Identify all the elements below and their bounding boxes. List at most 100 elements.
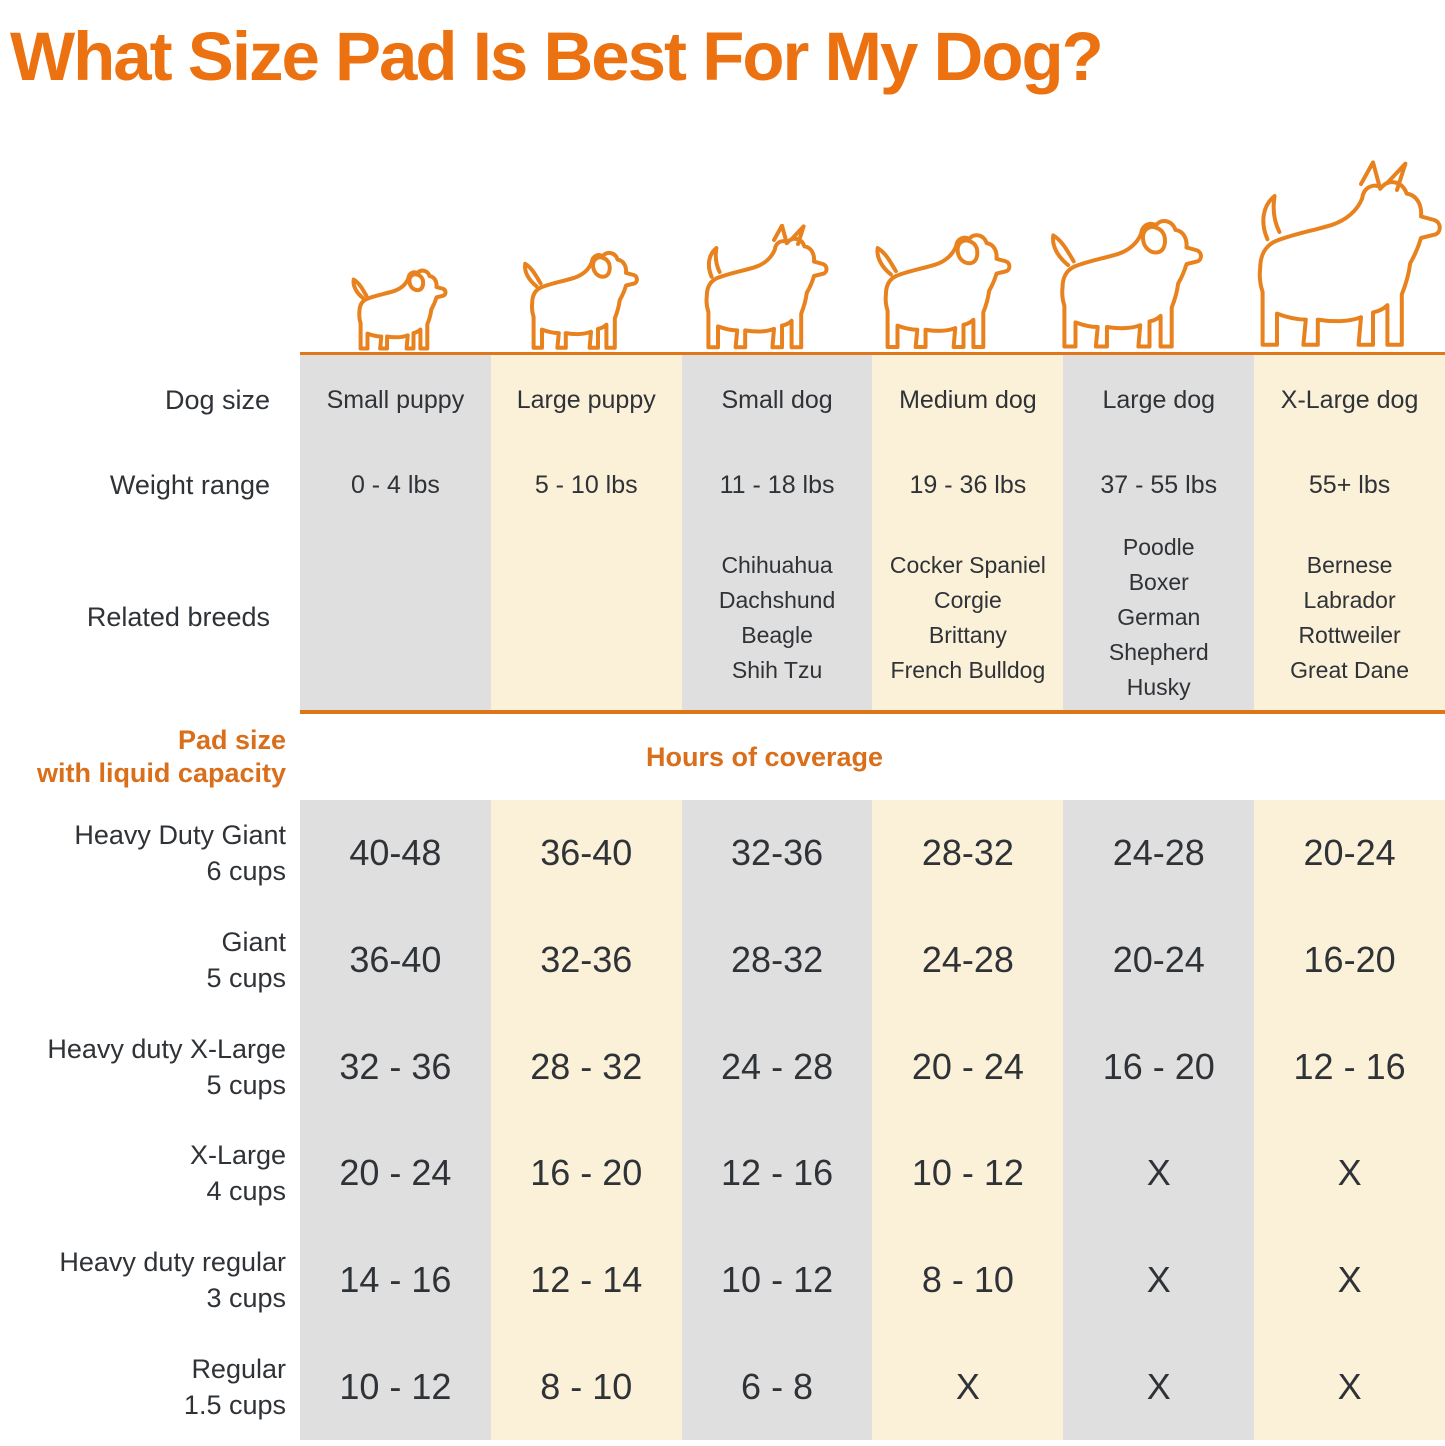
dog-cell-large-dog bbox=[1020, 112, 1205, 355]
pad-capacity: 1.5 cups bbox=[183, 1389, 286, 1420]
hours-of-coverage-table: Heavy Duty Giant 6 cups 40-48 36-40 32-3… bbox=[0, 800, 1445, 1440]
dog-illustrations-row bbox=[0, 112, 1445, 355]
page-title: What Size Pad Is Best For My Dog? bbox=[10, 17, 1104, 95]
small-dog-chihuahua-icon bbox=[670, 224, 830, 352]
hours-cell: 28 - 32 bbox=[490, 1013, 682, 1120]
hours-cell: 24 - 28 bbox=[681, 1013, 873, 1120]
hours-cell: X bbox=[1254, 1226, 1445, 1334]
column-header-cell: Medium dog bbox=[872, 355, 1064, 445]
breeds-cell: Cocker Spaniel Corgie Brittany French Bu… bbox=[872, 525, 1064, 710]
pad-capacity: 6 cups bbox=[206, 856, 286, 887]
pad-row-label: Regular 1.5 cups bbox=[0, 1333, 300, 1440]
pad-name: Giant bbox=[221, 926, 286, 957]
breed-name: Shih Tzu bbox=[731, 656, 823, 683]
weight-cell: 19 - 36 lbs bbox=[872, 445, 1064, 525]
hours-cell: 32-36 bbox=[490, 906, 682, 1014]
hours-cell: 32 - 36 bbox=[300, 1013, 491, 1120]
large-puppy-dog-icon bbox=[500, 240, 640, 352]
pad-name: X-Large bbox=[189, 1140, 286, 1171]
weight-cell: 5 - 10 lbs bbox=[490, 445, 682, 525]
pad-name: Regular bbox=[191, 1353, 286, 1384]
pad-size-header-line1: Pad size bbox=[177, 725, 286, 755]
pad-name: Heavy duty X-Large bbox=[47, 1033, 286, 1064]
pad-capacity: 4 cups bbox=[206, 1176, 286, 1207]
large-dog-labrador-icon bbox=[1020, 204, 1205, 352]
breeds-cell bbox=[490, 525, 682, 710]
breeds-cell: Poodle Boxer German Shepherd Husky bbox=[1063, 525, 1255, 710]
breed-name: Beagle bbox=[741, 621, 813, 648]
breeds-cell: Chihuahua Dachshund Beagle Shih Tzu bbox=[681, 525, 873, 710]
breeds-cell bbox=[300, 525, 491, 710]
hours-cell: 36-40 bbox=[490, 800, 682, 907]
pad-row-label: Giant 5 cups bbox=[0, 906, 300, 1014]
hours-cell: 12 - 16 bbox=[681, 1119, 873, 1227]
hours-cell: 8 - 10 bbox=[490, 1333, 682, 1440]
pad-row-label: Heavy duty X-Large 5 cups bbox=[0, 1013, 300, 1120]
hours-cell: 28-32 bbox=[872, 800, 1064, 907]
dog-cell-medium-dog bbox=[840, 112, 1020, 355]
pad-row-label: Heavy Duty Giant 6 cups bbox=[0, 800, 300, 907]
hours-cell: 8 - 10 bbox=[872, 1226, 1064, 1334]
hours-cell: X bbox=[1254, 1333, 1445, 1440]
related-breeds-row-label: Related breeds bbox=[0, 525, 300, 710]
dog-row-spacer bbox=[0, 112, 300, 355]
medium-dog-spaniel-icon bbox=[848, 220, 1013, 352]
dog-cell-x-large-dog bbox=[1205, 112, 1445, 355]
breeds-cell: Bernese Labrador Rottweiler Great Dane bbox=[1254, 525, 1445, 710]
hours-cell: X bbox=[872, 1333, 1064, 1440]
hours-cell: 10 - 12 bbox=[681, 1226, 873, 1334]
hours-cell: 10 - 12 bbox=[300, 1333, 491, 1440]
x-large-dog-great-dane-icon bbox=[1205, 160, 1445, 352]
pad-capacity: 5 cups bbox=[206, 1069, 286, 1100]
column-header-cell: Small dog bbox=[681, 355, 873, 445]
breed-name: Boxer bbox=[1128, 569, 1189, 595]
breed-name: Corgie bbox=[934, 586, 1002, 613]
pad-capacity: 3 cups bbox=[206, 1282, 286, 1313]
hours-cell: 14 - 16 bbox=[300, 1226, 491, 1334]
breed-name: Chihuahua bbox=[721, 551, 833, 578]
breed-name: German Shepherd bbox=[1108, 604, 1209, 665]
breed-name: French Bulldog bbox=[890, 656, 1046, 683]
hours-cell: 28-32 bbox=[681, 906, 873, 1014]
weight-range-row-label: Weight range bbox=[0, 445, 300, 525]
breed-name: Husky bbox=[1126, 674, 1191, 700]
weight-cell: 11 - 18 lbs bbox=[681, 445, 873, 525]
column-header-cell: Large dog bbox=[1063, 355, 1255, 445]
hours-cell: 12 - 16 bbox=[1254, 1013, 1445, 1120]
title-block: What Size Pad Is Best For My Dog? bbox=[0, 0, 1445, 112]
hours-of-coverage-header: Hours of coverage bbox=[645, 741, 884, 772]
weight-cell: 55+ lbs bbox=[1254, 445, 1445, 525]
hours-cell: 20-24 bbox=[1254, 800, 1445, 907]
breed-name: Labrador bbox=[1303, 586, 1396, 613]
hours-cell: 10 - 12 bbox=[872, 1119, 1064, 1227]
weight-cell: 0 - 4 lbs bbox=[300, 445, 491, 525]
hours-cell: 40-48 bbox=[300, 800, 491, 907]
breed-name: Bernese bbox=[1306, 551, 1393, 578]
breed-name: Rottweiler bbox=[1298, 621, 1401, 648]
pad-size-header: Pad size with liquid capacity bbox=[0, 714, 300, 800]
breed-name: Poodle bbox=[1122, 534, 1195, 560]
hours-cell: 16-20 bbox=[1254, 906, 1445, 1014]
hours-cell: 20-24 bbox=[1063, 906, 1255, 1014]
column-header-cell: X-Large dog bbox=[1254, 355, 1445, 445]
breed-name: Dachshund bbox=[718, 586, 836, 613]
small-puppy-dog-icon bbox=[333, 260, 448, 352]
divider-row bbox=[0, 710, 1445, 714]
pad-name: Heavy duty regular bbox=[59, 1246, 286, 1277]
hours-cell: X bbox=[1063, 1119, 1255, 1227]
pad-row-label: Heavy duty regular 3 cups bbox=[0, 1226, 300, 1334]
hours-cell: 24-28 bbox=[872, 906, 1064, 1014]
weight-cell: 37 - 55 lbs bbox=[1063, 445, 1255, 525]
hours-cell: 24-28 bbox=[1063, 800, 1255, 907]
pad-capacity: 5 cups bbox=[206, 962, 286, 993]
hours-cell: 20 - 24 bbox=[872, 1013, 1064, 1120]
hours-cell: 36-40 bbox=[300, 906, 491, 1014]
hours-cell: 32-36 bbox=[681, 800, 873, 907]
section-header-band: Pad size with liquid capacity Hours of c… bbox=[0, 714, 1445, 800]
hours-cell: 16 - 20 bbox=[1063, 1013, 1255, 1120]
dog-cell-large-puppy bbox=[480, 112, 660, 355]
hours-cell: 12 - 14 bbox=[490, 1226, 682, 1334]
column-header-cell: Small puppy bbox=[300, 355, 491, 445]
hours-cell: X bbox=[1063, 1226, 1255, 1334]
pad-size-header-line2: with liquid capacity bbox=[36, 758, 286, 788]
